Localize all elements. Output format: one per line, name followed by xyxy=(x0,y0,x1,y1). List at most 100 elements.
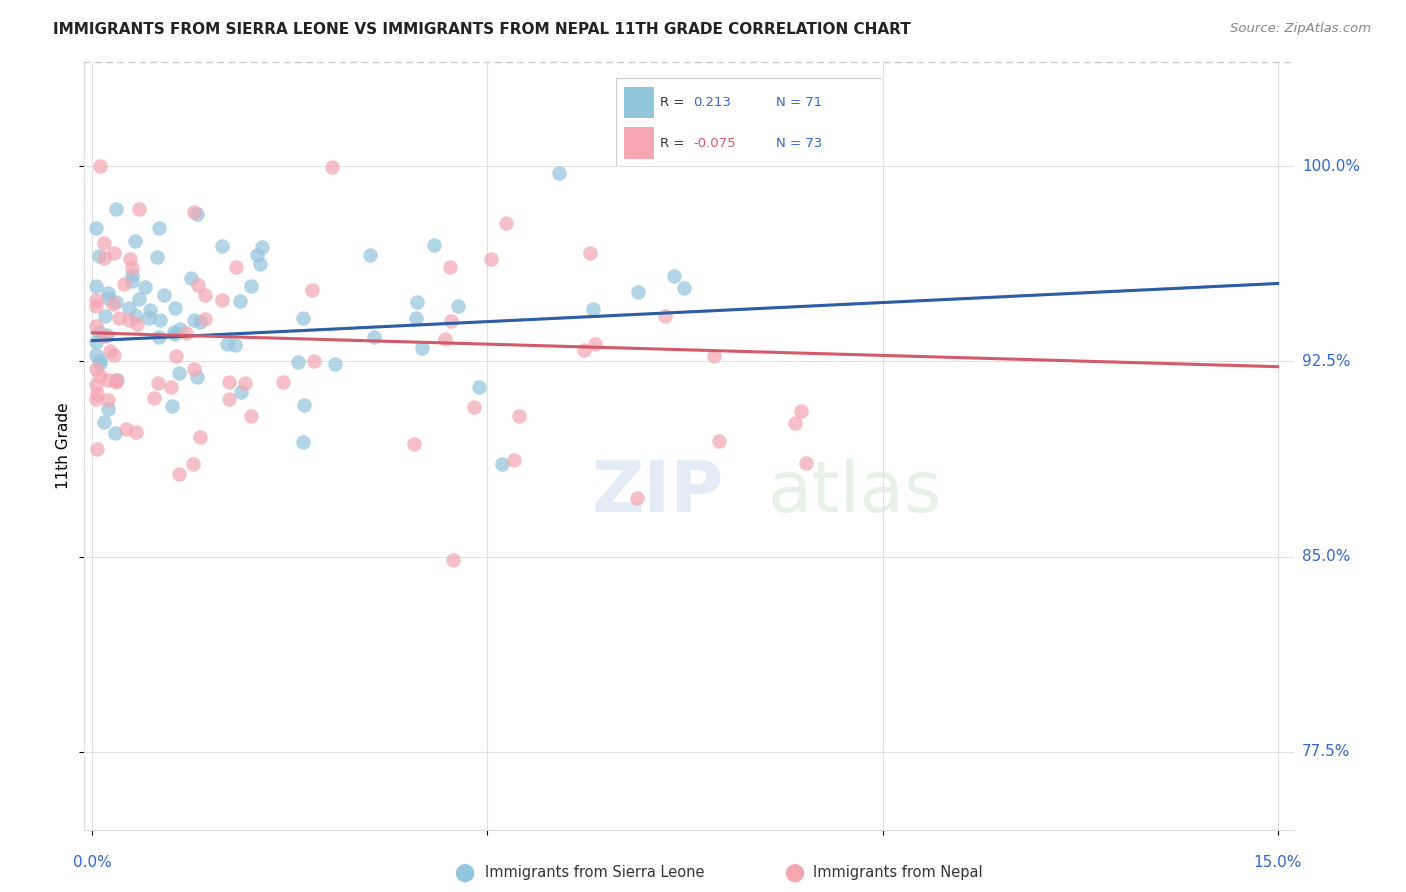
Point xyxy=(180,271,202,285)
Point xyxy=(125,309,148,323)
Text: 92.5%: 92.5% xyxy=(1302,354,1350,369)
Point xyxy=(84,362,107,376)
Point xyxy=(363,330,385,344)
Point xyxy=(447,299,470,313)
Point xyxy=(103,348,125,362)
Point xyxy=(252,240,274,254)
Point xyxy=(291,310,314,325)
Point xyxy=(441,553,464,567)
Point xyxy=(240,409,263,423)
Point xyxy=(574,343,596,357)
Point xyxy=(84,348,107,362)
Point xyxy=(148,220,170,235)
Point xyxy=(89,356,111,370)
Text: Source: ZipAtlas.com: Source: ZipAtlas.com xyxy=(1230,22,1371,36)
Point xyxy=(93,415,115,429)
Point xyxy=(672,281,695,295)
Point xyxy=(404,437,426,451)
Point xyxy=(321,160,343,174)
Point xyxy=(108,311,131,326)
Point xyxy=(128,202,150,217)
Point xyxy=(194,312,217,326)
Point xyxy=(271,375,294,389)
Point xyxy=(114,422,136,436)
Point xyxy=(783,416,806,430)
Point xyxy=(169,321,191,335)
Text: atlas: atlas xyxy=(768,458,942,526)
Text: ⬤: ⬤ xyxy=(785,863,804,881)
Point xyxy=(301,284,323,298)
Point xyxy=(96,328,118,343)
Text: 85.0%: 85.0% xyxy=(1302,549,1350,564)
Point xyxy=(84,279,107,293)
Point xyxy=(104,202,127,216)
Point xyxy=(101,297,124,311)
Point xyxy=(134,279,156,293)
Point xyxy=(163,326,186,341)
Point xyxy=(104,425,127,440)
Point xyxy=(246,248,269,262)
Point xyxy=(138,303,160,318)
Point xyxy=(121,268,143,282)
Point xyxy=(89,369,111,384)
Point xyxy=(84,392,107,407)
Point xyxy=(411,341,433,355)
Point xyxy=(292,435,315,450)
Point xyxy=(183,361,205,376)
Point xyxy=(211,293,233,307)
Point xyxy=(292,398,315,412)
Point xyxy=(183,312,205,326)
Point xyxy=(120,252,142,267)
Point xyxy=(84,377,107,392)
Point xyxy=(503,453,526,467)
Point xyxy=(183,204,205,219)
Point xyxy=(93,236,115,251)
Point xyxy=(239,278,262,293)
Point xyxy=(249,257,271,271)
Point xyxy=(582,301,605,316)
Point xyxy=(217,337,239,351)
Point xyxy=(481,252,503,267)
Point xyxy=(194,288,217,302)
Point xyxy=(118,301,141,315)
Point xyxy=(148,330,170,344)
Point xyxy=(169,366,191,380)
Point xyxy=(112,277,135,291)
Point xyxy=(84,300,107,314)
Point xyxy=(89,249,111,263)
Point xyxy=(439,314,461,328)
Point xyxy=(225,260,247,274)
Point xyxy=(491,457,513,471)
Point xyxy=(627,285,650,299)
Point xyxy=(709,434,731,448)
Point xyxy=(433,333,456,347)
Point xyxy=(97,374,120,388)
Point xyxy=(548,166,571,180)
Point xyxy=(146,250,169,264)
Point xyxy=(142,391,165,405)
Point xyxy=(186,207,208,221)
Point xyxy=(89,353,111,368)
Text: ZIP: ZIP xyxy=(592,458,724,526)
Point xyxy=(97,292,120,306)
Point xyxy=(165,349,187,363)
Point xyxy=(138,310,160,325)
Point xyxy=(188,315,211,329)
Point xyxy=(654,309,676,323)
Point xyxy=(160,399,183,413)
Point xyxy=(84,334,107,349)
Point xyxy=(89,160,111,174)
Text: 15.0%: 15.0% xyxy=(1254,855,1302,870)
Point xyxy=(323,357,346,371)
Point xyxy=(146,376,169,390)
Point xyxy=(127,317,149,331)
Point xyxy=(302,353,325,368)
Point xyxy=(359,248,381,262)
Point xyxy=(84,221,107,235)
Point xyxy=(211,239,233,253)
Text: 0.0%: 0.0% xyxy=(73,855,111,870)
Point xyxy=(152,288,174,302)
Point xyxy=(104,375,127,389)
Point xyxy=(508,409,530,423)
Point xyxy=(128,292,150,306)
